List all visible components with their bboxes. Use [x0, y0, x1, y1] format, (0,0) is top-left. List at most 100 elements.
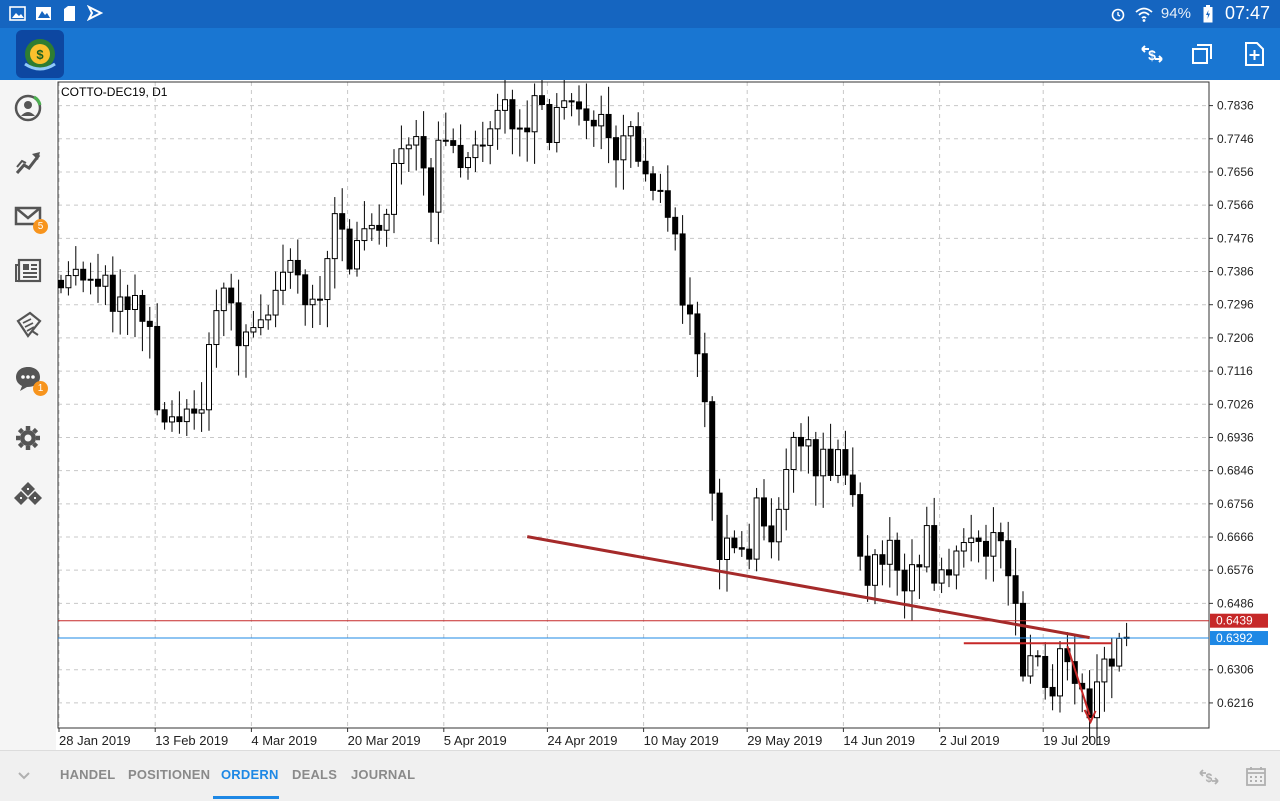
candle-bull: [820, 448, 827, 477]
sidebar-item-settings[interactable]: [10, 420, 46, 456]
candle-bear: [457, 144, 464, 169]
candle-bear: [650, 173, 656, 191]
candle-bear: [317, 298, 323, 301]
sidebar-item-community[interactable]: [10, 476, 46, 512]
candle-bull: [790, 436, 797, 471]
candle-bear: [894, 539, 901, 571]
candle-bull: [324, 258, 331, 301]
price-label: 0.6392: [1216, 631, 1253, 645]
x-tick-label: 20 Mar 2019: [348, 733, 421, 748]
candle-bull: [250, 327, 257, 333]
candle-bull: [775, 508, 782, 543]
journal-icon: [16, 311, 42, 338]
candle-bear: [901, 569, 908, 592]
candle-bear: [916, 564, 923, 568]
candle-bull: [287, 259, 294, 273]
calendar-icon[interactable]: [1246, 766, 1266, 791]
candle-bear: [339, 213, 346, 230]
candle-bull: [257, 319, 264, 329]
candle-bear: [509, 99, 516, 130]
candle-bull: [531, 95, 538, 133]
send-icon: [86, 4, 104, 22]
candle-bear: [146, 320, 153, 327]
svg-text:$: $: [1148, 47, 1156, 63]
windows-icon[interactable]: [1188, 40, 1216, 68]
tab-journal[interactable]: JOURNAL: [351, 767, 416, 782]
candle-bear: [58, 279, 64, 289]
candle-bull: [368, 224, 375, 230]
y-tick-label: 0.6306: [1217, 663, 1254, 677]
x-tick-label: 24 Apr 2019: [547, 733, 617, 748]
battery-percent: 94%: [1160, 5, 1191, 22]
active-tab-indicator: [213, 796, 279, 799]
sidebar-item-journal[interactable]: [10, 306, 46, 342]
price-label-box: [1210, 613, 1268, 628]
candle-bull: [102, 274, 109, 287]
candle-bull: [183, 408, 190, 423]
candle-bear: [109, 274, 116, 312]
sidebar-item-chat[interactable]: 1: [10, 360, 48, 396]
candle-bull: [1094, 681, 1100, 719]
mail-badge: 5: [33, 219, 48, 234]
tab-ordern[interactable]: ORDERN: [221, 767, 279, 782]
new-chart-icon[interactable]: [1240, 40, 1268, 68]
y-tick-label: 0.7296: [1217, 298, 1254, 312]
metatrader-logo-icon[interactable]: $: [16, 30, 64, 78]
candle-bear: [701, 353, 708, 403]
tab-positionen[interactable]: POSITIONEN: [128, 767, 211, 782]
candle-bull: [990, 532, 997, 557]
trade-icon[interactable]: $: [1198, 766, 1220, 793]
candle-bear: [827, 448, 834, 476]
candle-bull: [72, 268, 79, 277]
x-tick-label: 5 Apr 2019: [444, 733, 507, 748]
candle-bear: [539, 95, 545, 105]
candle-bear: [583, 108, 590, 121]
mail-icon: [14, 206, 42, 226]
candle-bear: [346, 228, 353, 270]
candle-bear: [983, 540, 989, 557]
candle-bear: [191, 408, 198, 414]
collapse-chevron-icon[interactable]: [16, 767, 32, 788]
sidebar-item-mail[interactable]: 5: [10, 198, 48, 234]
gear-icon: [16, 426, 40, 450]
candle-bull: [213, 310, 220, 346]
candle-bull: [243, 331, 249, 347]
candle-bull: [1057, 648, 1063, 697]
candle-bear: [946, 569, 952, 576]
sidebar-item-charts[interactable]: [10, 144, 46, 180]
candle-bear: [709, 401, 716, 494]
candle-bull: [361, 228, 368, 242]
candle-bull: [405, 144, 412, 150]
image-icon: [34, 4, 52, 22]
candle-bear: [1071, 661, 1078, 684]
tab-deals[interactable]: DEALS: [292, 767, 338, 782]
candle-bear: [176, 416, 183, 423]
chart-area[interactable]: 0.7836 0.7746 0.7656 0.7566 0.7476 0.7386 0.72…: [56, 80, 1280, 750]
candle-bull: [87, 278, 94, 281]
tab-handel[interactable]: HANDEL: [60, 767, 116, 782]
sidebar-item-news[interactable]: [10, 252, 46, 288]
y-tick-label: 0.6576: [1217, 563, 1254, 577]
candle-bear: [568, 100, 575, 103]
x-tick-label: 13 Feb 2019: [155, 733, 228, 748]
x-tick-label: 2 Jul 2019: [940, 733, 1000, 748]
y-tick-label: 0.7566: [1217, 198, 1254, 212]
candle-bull: [132, 294, 138, 311]
candle-bull: [1116, 637, 1123, 667]
quotes-icon: [14, 94, 42, 122]
candle-bull: [331, 213, 338, 260]
sidebar: 5 1: [0, 80, 57, 750]
candle-bull: [598, 113, 605, 127]
candle-bull: [724, 537, 730, 560]
candle-bear: [746, 548, 753, 560]
candle-bear: [1012, 575, 1019, 604]
sidebar-item-quotes[interactable]: [10, 90, 46, 126]
candle-bear: [154, 325, 161, 411]
candle-bull: [553, 106, 560, 143]
x-tick-label: 14 Jun 2019: [843, 733, 915, 748]
candle-bull: [516, 127, 523, 130]
y-tick-label: 0.7116: [1217, 364, 1253, 378]
candle-bear: [812, 439, 819, 477]
candlestick-chart[interactable]: 0.7836 0.7746 0.7656 0.7566 0.7476 0.7386 0.72…: [56, 80, 1280, 750]
trade-icon[interactable]: $: [1138, 40, 1166, 68]
